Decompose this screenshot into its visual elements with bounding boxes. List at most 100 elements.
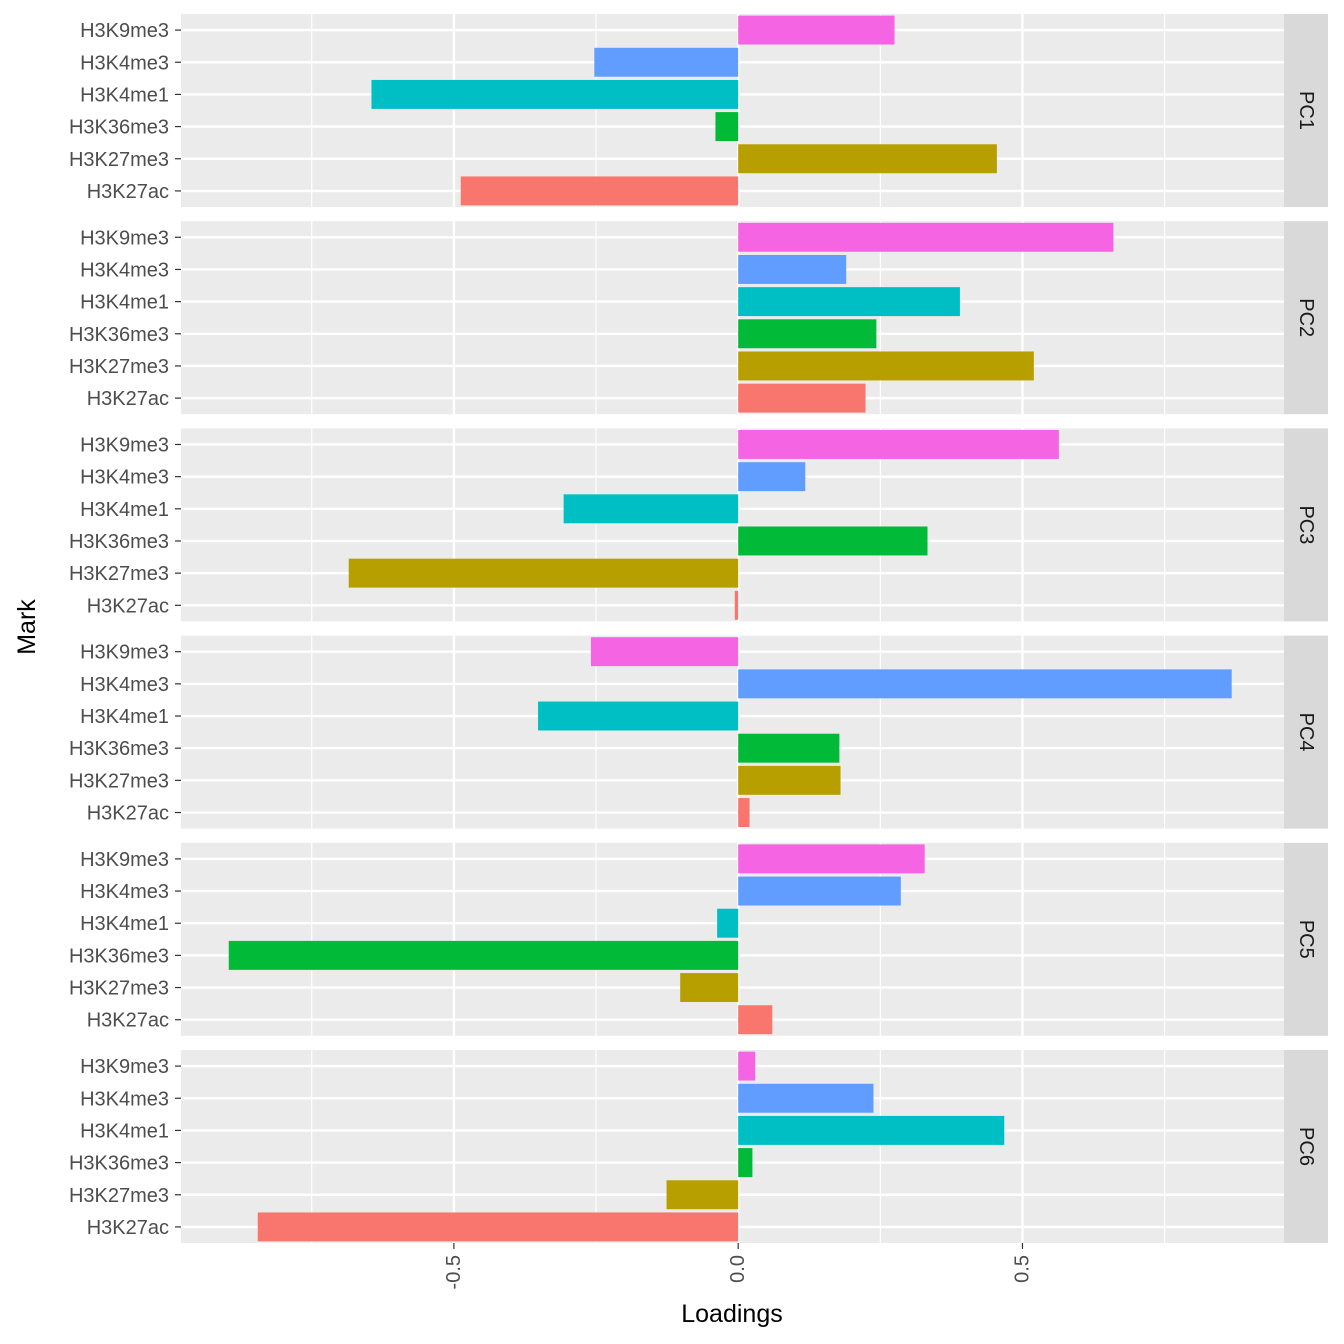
y-tick-label: H3K4me1 [80,292,169,314]
bar-pc3-h3k27me3 [348,558,739,588]
bar-pc6-h3k9me3 [738,1051,756,1081]
facet-strip [1284,1050,1328,1243]
y-tick-label: H3K4me3 [80,259,169,281]
x-tick-label: 0.0 [727,1255,749,1283]
bar-pc2-h3k4me3 [738,254,847,284]
facet-strip-label: PC3 [1295,505,1317,544]
panel-pc4: H3K9me3 H3K4me3 H3K4me1 H3K36me3 H3K27me3 H3K… [69,635,1328,829]
x-axis-title: Loadings [681,1300,782,1328]
bar-pc5-h3k36me3 [228,940,739,970]
y-tick-label: H3K27me3 [69,356,169,378]
facet-strip [1284,842,1328,1036]
panel-background [181,1050,1284,1243]
bar-pc6-h3k27ac [257,1212,739,1242]
bar-pc1-h3k9me3 [738,15,895,45]
panel-pc5: H3K9me3 H3K4me3 H3K4me1 H3K36me3 H3K27me3 H3K… [69,842,1328,1036]
y-tick-label: H3K9me3 [80,434,169,456]
bar-pc4-h3k9me3 [590,637,739,667]
bar-pc2-h3k4me1 [738,287,960,317]
y-tick-label: H3K27me3 [69,149,169,171]
bar-pc3-h3k27ac [734,590,739,620]
facet-strip-label: PC1 [1295,91,1317,130]
y-tick-label: H3K4me1 [80,84,169,106]
bar-pc4-h3k4me1 [538,701,739,731]
y-tick-label: H3K9me3 [80,227,169,249]
y-tick-label: H3K27ac [87,1010,169,1032]
bar-pc1-h3k4me3 [594,47,739,77]
y-tick-label: H3K4me1 [80,706,169,728]
panel-background [181,635,1284,829]
bar-pc3-h3k4me1 [563,494,739,524]
y-tick-label: H3K4me3 [80,52,169,74]
y-tick-label: H3K27ac [87,181,169,203]
panel-background [181,842,1284,1036]
y-axis-title: Mark [13,599,41,655]
y-tick-label: H3K27me3 [69,563,169,585]
bar-pc4-h3k4me3 [738,669,1232,699]
bar-pc3-h3k9me3 [738,430,1059,459]
y-tick-label: H3K9me3 [80,1056,169,1078]
y-tick-label: H3K4me1 [80,1120,169,1142]
facet-strip [1284,428,1328,622]
bar-pc5-h3k27me3 [680,973,739,1003]
y-tick-label: H3K27me3 [69,978,169,1000]
bar-pc1-h3k36me3 [715,112,739,142]
y-tick-label: H3K27me3 [69,1185,169,1207]
bar-pc2-h3k36me3 [738,319,877,349]
bar-pc4-h3k36me3 [738,733,840,763]
x-tick-label: -0.5 [443,1255,465,1289]
y-tick-label: H3K36me3 [69,945,169,967]
y-tick-label: H3K4me1 [80,499,169,521]
facet-strip-label: PC6 [1295,1127,1317,1166]
bar-pc1-h3k27ac [460,176,739,206]
y-tick-label: H3K9me3 [80,20,169,42]
panel-pc3: H3K9me3 H3K4me3 H3K4me1 H3K36me3 H3K27me3 H3K… [69,428,1328,622]
x-axis: -0.5 0.0 0.5 [443,1243,1033,1289]
bar-pc5-h3k4me3 [738,876,901,906]
facet-strip-label: PC5 [1295,920,1317,959]
y-tick-label: H3K4me3 [80,674,169,696]
bar-pc4-h3k27me3 [738,765,841,795]
bar-pc5-h3k27ac [738,1005,773,1035]
facet-strip [1284,221,1328,415]
y-tick-label: H3K36me3 [69,738,169,760]
facet-strip-label: PC2 [1295,298,1317,337]
y-tick-label: H3K27ac [87,388,169,410]
bar-pc5-h3k9me3 [738,844,925,874]
facet-strip [1284,14,1328,207]
bar-pc5-h3k4me1 [717,908,739,938]
bar-pc4-h3k27ac [738,798,750,827]
panel-background [181,221,1284,415]
y-tick-label: H3K27ac [87,595,169,617]
bar-pc3-h3k4me3 [738,462,806,492]
facet-strip [1284,635,1328,829]
bar-pc6-h3k4me3 [738,1083,874,1113]
panel-pc1: H3K9me3 H3K4me3 H3K4me1 H3K36me3 H3K27me3 H3K… [69,14,1328,207]
y-tick-label: H3K4me3 [80,881,169,903]
y-tick-label: H3K4me3 [80,1088,169,1110]
y-tick-label: H3K4me1 [80,913,169,935]
y-tick-label: H3K4me3 [80,467,169,489]
y-tick-label: H3K9me3 [80,849,169,871]
panel-background [181,14,1284,207]
bar-pc6-h3k4me1 [738,1115,1005,1145]
panel-pc2: H3K9me3 H3K4me3 H3K4me1 H3K36me3 H3K27me3 H3K… [69,221,1328,415]
bar-pc6-h3k27me3 [666,1180,739,1210]
bar-pc1-h3k4me1 [371,79,739,109]
y-tick-label: H3K27ac [87,1217,169,1239]
y-tick-label: H3K27ac [87,803,169,825]
y-tick-label: H3K27me3 [69,770,169,792]
bar-pc2-h3k27me3 [738,351,1034,381]
x-tick-label: 0.5 [1011,1255,1033,1283]
bar-pc3-h3k36me3 [738,526,928,556]
y-tick-label: H3K9me3 [80,642,169,664]
facet-strip-label: PC4 [1295,713,1317,752]
bar-pc2-h3k9me3 [738,222,1114,252]
panel-pc6: H3K9me3 H3K4me3 H3K4me1 H3K36me3 H3K27me3 H3K… [69,1050,1328,1243]
bar-pc1-h3k27me3 [738,144,997,174]
y-tick-label: H3K36me3 [69,117,169,139]
facet-panels: H3K9me3 H3K4me3 H3K4me1 H3K36me3 H3K27me3 H3K… [69,14,1328,1243]
y-tick-label: H3K36me3 [69,1153,169,1175]
panel-background [181,428,1284,622]
